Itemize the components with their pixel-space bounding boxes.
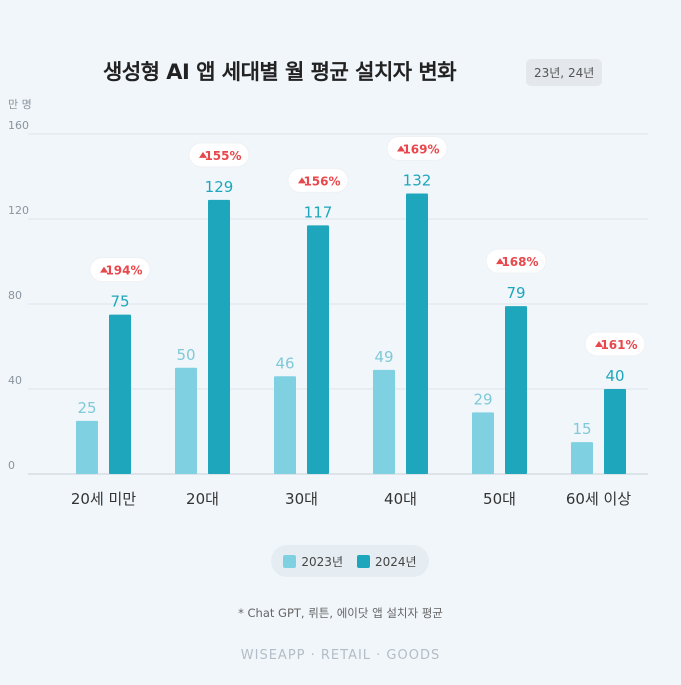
legend-label-2024: 2024년: [375, 554, 417, 569]
bar-2023년-5: [571, 442, 593, 474]
bar-2023년-2: [274, 376, 296, 474]
growth-badge-0: [89, 257, 151, 283]
up-arrow-icon-3: [397, 145, 405, 152]
bar-2024년-4: [505, 306, 527, 474]
growth-label-3: 169%: [402, 143, 439, 157]
y-unit-label: 만 명: [8, 98, 32, 111]
legend-label-2023: 2023년: [301, 554, 343, 569]
bar-chart: 만 명 0 40 80 120 160 25 75 20세 미만 194% 50 129 20대 155%…: [8, 98, 648, 508]
legend-item-2023: 2023년: [283, 553, 343, 570]
growth-badge-2: [287, 167, 349, 193]
category-label-4: 50대: [483, 490, 516, 508]
bar-2024년-2: [307, 225, 329, 474]
category-label-1: 20대: [186, 490, 219, 508]
bar-2024년-0: [109, 314, 131, 474]
up-arrow-icon-1: [199, 151, 207, 158]
bar-2023년-0: [76, 420, 98, 474]
bar-2023년-3: [373, 369, 395, 474]
growth-badge-5: [584, 331, 646, 357]
up-arrow-icon-5: [595, 341, 603, 347]
value-label-2024년-1: 129: [205, 178, 234, 196]
value-label-2024년-0: 75: [110, 293, 129, 311]
value-label-2023년-4: 29: [473, 390, 492, 408]
up-arrow-icon-4: [496, 258, 504, 265]
category-label-2: 30대: [285, 490, 318, 508]
y-tick-label-80: 80: [8, 289, 22, 302]
bar-2024년-3: [406, 193, 428, 474]
up-arrow-icon-0: [100, 266, 108, 273]
legend: 2023년 2024년: [271, 545, 429, 577]
bar-2023년-4: [472, 412, 494, 474]
y-tick-label-0: 0: [8, 459, 15, 472]
value-label-2024년-3: 132: [403, 172, 432, 190]
bar-2024년-1: [208, 199, 230, 474]
y-tick-label-120: 120: [8, 204, 29, 217]
brand-watermark: WISEAPP · RETAIL · GOODS: [240, 648, 441, 663]
bar-2023년-1: [175, 367, 197, 474]
growth-label-1: 155%: [204, 149, 241, 163]
category-label-3: 40대: [384, 490, 417, 508]
value-label-2023년-2: 46: [275, 354, 294, 372]
up-arrow-icon-2: [298, 177, 306, 184]
category-label-5: 60세 이상: [566, 490, 631, 508]
y-tick-label-40: 40: [8, 374, 22, 387]
growth-badge-1: [188, 142, 250, 168]
chart-title: 생성형 AI 앱 세대별 월 평균 설치자 변화: [103, 60, 457, 84]
y-tick-label-160: 160: [8, 119, 29, 132]
value-label-2023년-0: 25: [77, 399, 96, 417]
value-label-2024년-5: 40: [605, 367, 624, 385]
legend-item-2024: 2024년: [357, 553, 417, 570]
growth-label-0: 194%: [105, 264, 142, 278]
value-label-2024년-2: 117: [304, 203, 333, 221]
growth-badge-4: [485, 248, 547, 274]
legend-swatch-2023: [283, 554, 297, 568]
growth-label-5: 161%: [600, 338, 637, 352]
footnote: * Chat GPT, 뤼튼, 에이닷 앱 설치자 평균: [238, 606, 443, 620]
growth-badge-3: [386, 136, 448, 161]
category-label-0: 20세 미만: [71, 490, 136, 508]
value-label-2023년-1: 50: [176, 346, 195, 364]
value-label-2024년-4: 79: [506, 284, 525, 302]
value-label-2023년-3: 49: [374, 348, 393, 366]
growth-label-2: 156%: [303, 174, 340, 188]
legend-swatch-2024: [357, 554, 370, 568]
bar-2024년-5: [604, 389, 626, 474]
title-row: 생성형 AI 앱 세대별 월 평균 설치자 변화 23년, 24년: [0, 52, 681, 92]
value-label-2023년-5: 15: [572, 420, 591, 438]
period-badge: 23년, 24년: [526, 59, 603, 86]
growth-label-4: 168%: [501, 255, 538, 269]
